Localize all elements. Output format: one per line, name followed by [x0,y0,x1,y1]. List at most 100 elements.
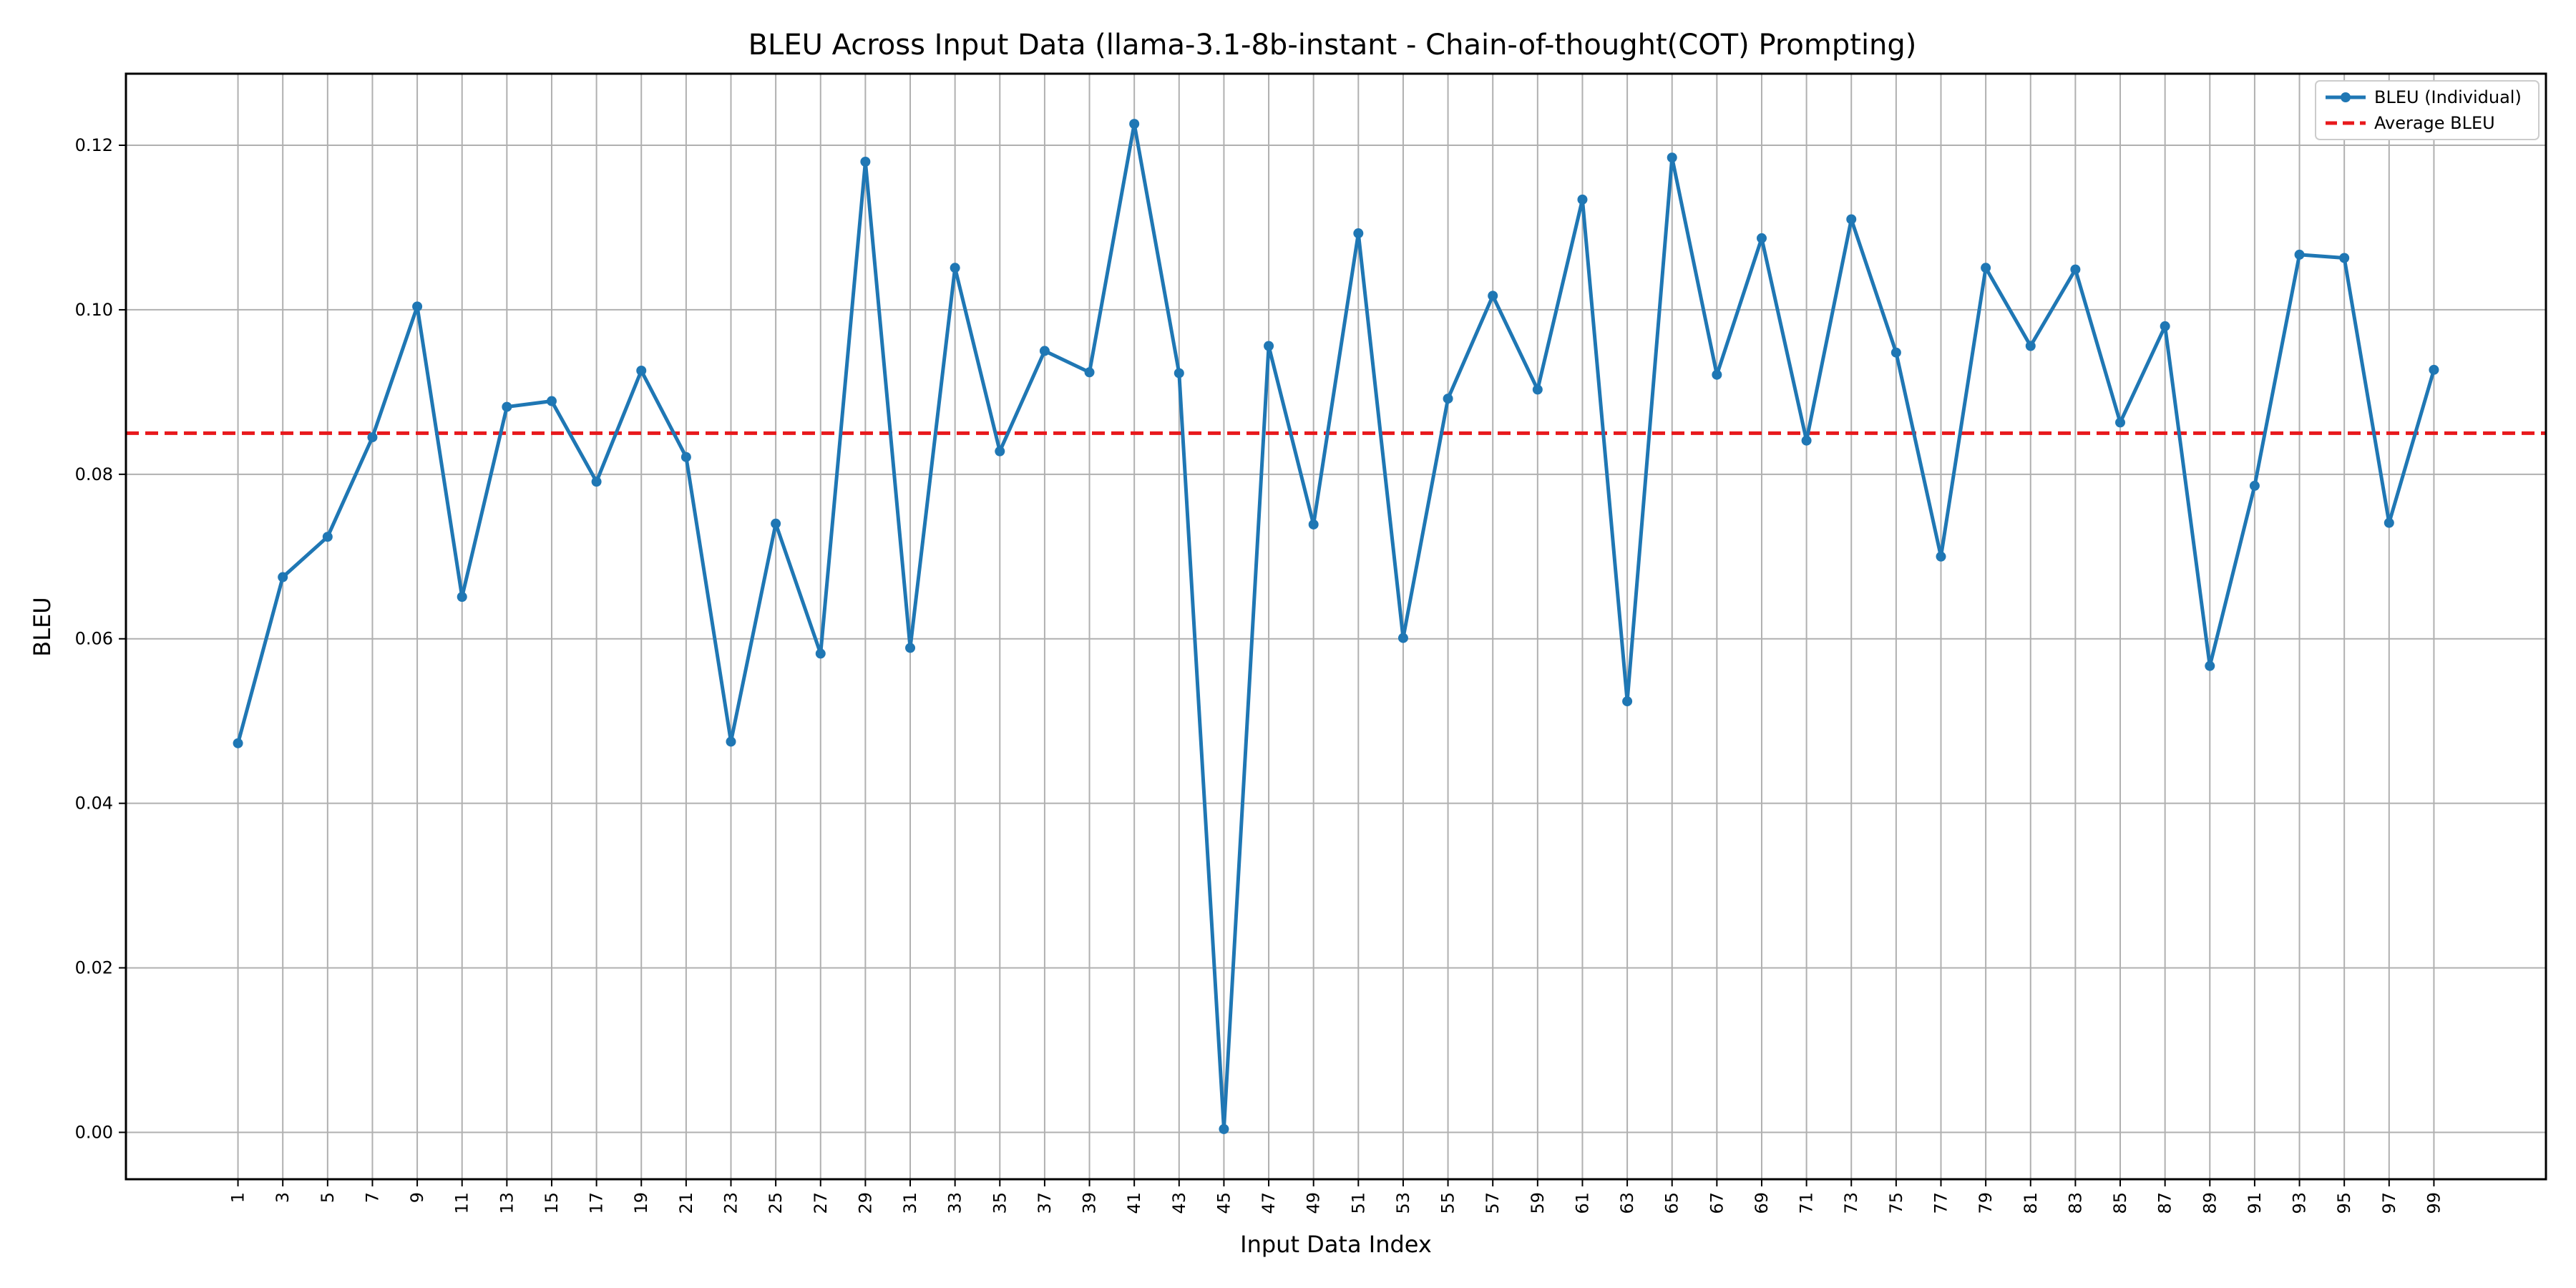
x-tick-label: 33 [945,1192,965,1214]
x-tick-label: 35 [990,1192,1010,1214]
data-point [1846,214,1857,225]
x-tick-label: 85 [2110,1192,2130,1214]
data-point [2115,417,2126,428]
x-tick-label: 73 [1841,1192,1861,1214]
data-point [2249,480,2260,491]
x-tick-label: 91 [2245,1192,2265,1214]
data-point [995,446,1005,457]
x-tick-label: 57 [1483,1192,1503,1214]
x-tick-label: 39 [1080,1192,1100,1214]
data-point [1488,291,1498,301]
y-axis-ticks: 0.00 0.02 0.04 0.06 0.08 0.10 0.12 [75,135,126,1142]
data-point [1174,368,1184,379]
data-point [860,157,871,167]
data-point [412,301,423,312]
x-tick-label: 3 [273,1192,293,1203]
x-tick-label: 81 [2021,1192,2041,1214]
data-point [726,736,736,747]
legend-series-label: BLEU (Individual) [2374,87,2522,107]
data-point [591,477,602,487]
x-tick-label: 63 [1617,1192,1637,1214]
x-tick-label: 1 [228,1192,248,1203]
data-point [950,263,960,273]
x-tick-label: 5 [318,1192,338,1203]
data-point [815,648,826,659]
data-point [2025,341,2036,351]
x-tick-label: 61 [1572,1192,1592,1214]
y-tick-label: 0.02 [75,958,113,978]
legend-box [2315,80,2540,140]
data-point [636,365,647,376]
data-point [1890,347,1901,358]
data-point [1936,551,1946,562]
y-tick-label: 0.04 [75,794,113,814]
series-line [236,122,2436,1131]
data-point [1308,519,1319,530]
legend-series-marker [2341,92,2351,102]
x-tick-label: 55 [1438,1192,1458,1214]
y-axis-label: BLEU [29,597,56,656]
legend: BLEU (Individual) Average BLEU [2315,80,2540,140]
data-point [1264,341,1274,351]
x-tick-label: 71 [1797,1192,1817,1214]
data-point [1712,369,1722,380]
chart-title: BLEU Across Input Data (llama-3.1-8b-ins… [748,29,1917,62]
data-point [1801,435,1812,446]
data-point [2384,517,2394,528]
data-point [1577,194,1588,205]
data-point [1039,346,1050,356]
data-point [2205,660,2215,671]
x-tick-label: 19 [631,1192,651,1214]
y-tick-label: 0.12 [75,135,113,155]
legend-average-label: Average BLEU [2374,113,2495,133]
y-tick-label: 0.06 [75,629,113,649]
x-tick-label: 45 [1214,1192,1234,1214]
data-point [1129,119,1140,130]
data-point [1667,152,1677,163]
x-tick-label: 51 [1348,1192,1368,1214]
data-point [1532,384,1543,395]
data-point [502,401,512,412]
data-point [2070,264,2081,275]
x-tick-label: 43 [1169,1192,1189,1214]
data-point [1397,633,1408,643]
x-tick-label: 59 [1528,1192,1548,1214]
x-tick-label: 83 [2065,1192,2085,1214]
x-tick-label: 77 [1931,1192,1951,1214]
x-tick-label: 79 [1976,1192,1996,1214]
x-tick-label: 87 [2155,1192,2175,1214]
x-tick-label: 25 [766,1192,786,1214]
data-point [680,452,691,462]
grid-lines [126,74,2546,1179]
x-tick-label: 41 [1124,1192,1144,1214]
data-point [1353,228,1364,239]
data-point [457,592,467,602]
x-tick-label: 7 [362,1192,382,1203]
x-tick-label: 53 [1393,1192,1413,1214]
x-tick-label: 93 [2290,1192,2310,1214]
x-tick-label: 13 [497,1192,517,1214]
data-point [2339,253,2350,263]
data-point [1756,233,1767,243]
y-tick-label: 0.10 [75,300,113,320]
data-point [278,572,288,582]
data-point [1219,1123,1229,1134]
data-point [233,738,243,748]
x-tick-label: 67 [1707,1192,1727,1214]
x-tick-label: 11 [452,1192,472,1214]
x-tick-label: 49 [1304,1192,1324,1214]
y-tick-label: 0.00 [75,1122,113,1142]
data-point [2429,364,2439,375]
data-point [546,396,557,406]
x-tick-label: 17 [587,1192,607,1214]
x-tick-label: 75 [1886,1192,1906,1214]
x-tick-label: 23 [721,1192,741,1214]
x-tick-label: 21 [676,1192,696,1214]
x-tick-label: 31 [900,1192,920,1214]
x-tick-label: 47 [1259,1192,1279,1214]
x-tick-label: 65 [1662,1192,1682,1214]
x-tick-label: 29 [855,1192,875,1214]
x-tick-label: 89 [2200,1192,2220,1214]
bleu-series [233,119,2439,1134]
data-point [1084,367,1095,378]
